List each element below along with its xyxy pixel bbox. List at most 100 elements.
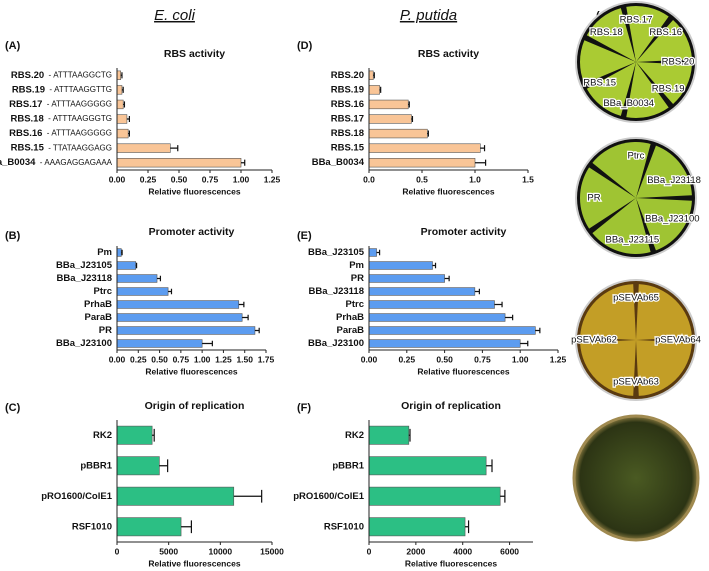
error-bar: [157, 275, 162, 282]
bar: [116, 114, 128, 124]
chart-title: Promoter activity: [421, 226, 507, 238]
rbs-sequence: ATTTAAGGGTG: [53, 114, 112, 123]
category-label: BBa_J23100: [308, 338, 364, 349]
category-label: BBa_B0034: [312, 157, 365, 168]
error-bar: [411, 115, 414, 123]
plate-label: Ptrc: [628, 151, 645, 162]
streak-sector: [636, 62, 692, 104]
organism: E. coli: [154, 7, 196, 24]
plate-label: RBS.17: [620, 15, 653, 26]
rbs-sequence: ATTTAAGGGGG: [51, 129, 112, 138]
error-bar: [500, 489, 506, 503]
streak-sector: [636, 20, 692, 63]
x-tick-label: 15000: [260, 546, 284, 556]
streak-sector: [636, 198, 692, 251]
bar: [116, 274, 158, 283]
x-tick-label: 1.00: [194, 354, 211, 364]
x-tick-label: 0.50: [436, 354, 453, 364]
streak-sector: [636, 340, 692, 396]
organism: P. putida: [400, 7, 457, 24]
x-tick-label: 0.00: [109, 354, 126, 364]
rbs-sequence: TTATAAGGAGG: [53, 143, 112, 152]
category-label: Ptrc: [346, 299, 364, 310]
bar: [368, 143, 481, 153]
x-axis-label: Relative fluorescences: [405, 558, 497, 568]
bar: [368, 70, 374, 80]
error-bar: [535, 327, 541, 334]
plate-label: pSEVAb63: [613, 377, 659, 388]
rbs-sequence: AAAGAGGAGAAA: [44, 158, 112, 167]
category-label: RBS.20: [11, 70, 44, 81]
category-label: ParaB: [337, 325, 365, 336]
rbs-sequence: ATTTAAGGGGG: [51, 100, 112, 109]
plate-label: pSEVAb62: [571, 335, 617, 346]
category-label: RK2: [93, 430, 112, 441]
x-tick-label: 1.25: [550, 354, 567, 364]
x-tick-label: 0.25: [399, 354, 416, 364]
streak-sector: [580, 340, 636, 396]
category-label: BBa_J23118: [309, 286, 364, 297]
category-label: RSF1010: [72, 521, 112, 532]
panel-label: (E): [297, 230, 312, 242]
error-bar: [135, 262, 138, 269]
error-bar: [408, 428, 411, 442]
bar: [368, 248, 377, 257]
error-bar: [120, 72, 123, 79]
x-axis-label: Relative fluorescences: [417, 366, 509, 376]
x-tick-label: 1.50: [236, 354, 253, 364]
bar: [368, 486, 501, 506]
category-label: pBBR1: [332, 460, 364, 471]
streak-sector: [636, 284, 692, 340]
error-bar: [475, 159, 487, 166]
bar: [368, 128, 428, 139]
dash: -: [48, 143, 51, 152]
bar: [116, 313, 243, 322]
x-tick-label: 0.25: [130, 354, 147, 364]
x-tick-label: 0.00: [109, 174, 126, 184]
bar: [116, 261, 137, 270]
dash: -: [49, 85, 52, 94]
category-label: RBS.16: [331, 99, 364, 110]
panel-label: (B): [5, 230, 21, 242]
dash: -: [49, 70, 52, 79]
category-label: RBS.19: [331, 84, 364, 95]
streak-sector: [586, 62, 636, 116]
category-label: RBS.20: [331, 70, 364, 81]
chart-title: RBS activity: [418, 48, 479, 60]
plate-label: RBS.15: [583, 78, 616, 89]
error-bar: [152, 428, 155, 442]
error-bar: [202, 340, 213, 347]
category-label: Pm: [97, 247, 112, 258]
x-tick-label: 1.0: [469, 174, 481, 184]
error-bar: [408, 101, 410, 108]
category-label: ParaB: [85, 312, 113, 323]
bar: [116, 99, 124, 110]
bar: [368, 274, 445, 283]
x-tick-label: 1.00: [512, 354, 529, 364]
bar: [368, 261, 433, 270]
error-bar: [480, 145, 486, 152]
error-bar: [170, 145, 179, 152]
plate-label: PR: [587, 193, 600, 204]
error-bar: [168, 288, 173, 295]
category-label: pBBR1: [80, 460, 112, 471]
bar: [368, 99, 409, 110]
x-axis-label: Relative fluorescences: [145, 366, 237, 376]
panel-label: (C): [5, 402, 21, 414]
category-label: RBS.18: [331, 128, 364, 139]
bar: [368, 114, 412, 124]
dash: -: [47, 129, 50, 138]
error-bar: [474, 288, 480, 295]
plate-label: BBa_J23118: [647, 175, 701, 186]
x-tick-label: 0: [367, 546, 372, 556]
x-tick-label: 6000: [500, 546, 519, 556]
x-axis-label: Relative fluorescences: [148, 558, 240, 568]
error-bar: [376, 249, 381, 256]
dash: -: [48, 114, 51, 123]
error-bar: [465, 520, 470, 534]
bar: [116, 248, 122, 257]
bar: [368, 300, 495, 309]
bar: [368, 85, 380, 95]
streak-sector: [580, 167, 636, 229]
error-bar: [444, 275, 450, 282]
